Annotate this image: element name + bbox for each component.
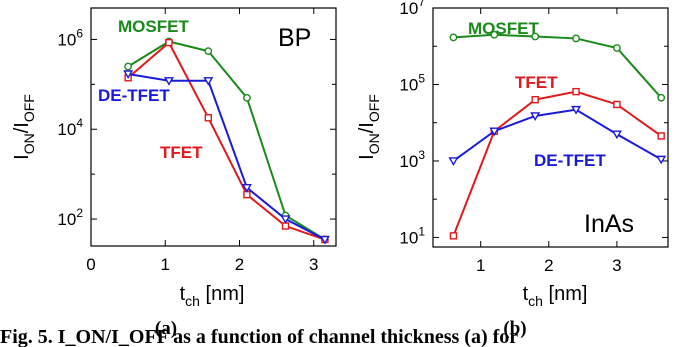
x-tick-label: 1 <box>161 255 170 274</box>
data-point <box>572 87 580 96</box>
series-line <box>452 90 662 237</box>
series-label: TFET <box>160 143 203 162</box>
series-line <box>452 108 662 162</box>
data-point <box>319 235 330 245</box>
series-line <box>127 41 326 241</box>
x-tick-label: 2 <box>235 255 244 274</box>
data-point <box>204 47 213 55</box>
data-point <box>123 70 134 79</box>
data-point <box>165 38 173 47</box>
data-point <box>241 183 252 193</box>
data-point <box>163 77 174 86</box>
y-tick-label: 103 <box>399 148 425 171</box>
y-tick-label: 107 <box>399 0 425 18</box>
panel-material-label: InAs <box>584 210 634 238</box>
plot-frame <box>432 7 669 248</box>
x-tick-label: 2 <box>544 256 553 275</box>
y-tick-label: 101 <box>399 224 425 247</box>
y-tick-label: 102 <box>57 206 83 229</box>
panel-b-chart: 1 2 3 101 103 105 107 ION/IOFF tch [nm] (b) InAs MO… <box>356 0 669 339</box>
data-point <box>448 157 459 166</box>
y-tick-label: 104 <box>57 116 83 139</box>
figure-caption: Fig. 5. I_ON/I_OFF as a function of chan… <box>0 326 518 347</box>
x-tick-label: 3 <box>612 256 621 275</box>
subfigure-label: (b) <box>503 318 526 339</box>
x-tick-label: 3 <box>309 255 318 274</box>
y-tick-label: 106 <box>57 26 83 49</box>
data-point <box>657 93 666 102</box>
data-point <box>531 32 540 41</box>
data-point <box>531 95 539 104</box>
data-point <box>489 127 500 137</box>
series-label: MOSFET <box>468 19 539 38</box>
data-point <box>124 62 133 71</box>
data-point <box>490 30 499 39</box>
panel-a-chart: 0 1 2 3 102 104 106 ION/IOFF tch [nm](a) BP MOSFET… <box>11 7 337 339</box>
x-tick-label: 1 <box>476 256 485 275</box>
data-point <box>571 105 582 115</box>
plot-frame <box>90 7 337 247</box>
series-label: TFET <box>515 73 558 92</box>
data-point <box>449 232 458 240</box>
series-line <box>127 40 326 241</box>
x-axis-label: tch [nm] <box>180 283 245 309</box>
data-point <box>530 112 541 121</box>
x-tick-label: 0 <box>86 255 95 274</box>
series-label: MOSFET <box>118 17 189 36</box>
y-axis-label: ION/IOFF <box>11 94 37 160</box>
series-label: DE-TFET <box>98 86 170 105</box>
data-point <box>611 130 622 140</box>
y-tick-label: 105 <box>399 71 425 94</box>
data-point <box>572 34 580 43</box>
data-point <box>449 33 458 42</box>
data-point <box>204 114 213 122</box>
data-point <box>613 44 621 52</box>
panel-material-label: BP <box>278 24 311 52</box>
x-axis-label: tch [nm] <box>523 283 588 309</box>
data-point <box>280 215 291 225</box>
data-point <box>656 155 667 165</box>
y-axis-label: ION/IOFF <box>356 94 382 160</box>
series-line <box>127 73 326 241</box>
data-point <box>657 132 665 140</box>
data-point <box>613 100 621 109</box>
series-line <box>453 33 662 99</box>
data-point <box>243 93 251 102</box>
data-point <box>203 77 214 86</box>
subfigure-label: (a) <box>155 318 177 339</box>
series-label: DE-TFET <box>534 151 606 170</box>
